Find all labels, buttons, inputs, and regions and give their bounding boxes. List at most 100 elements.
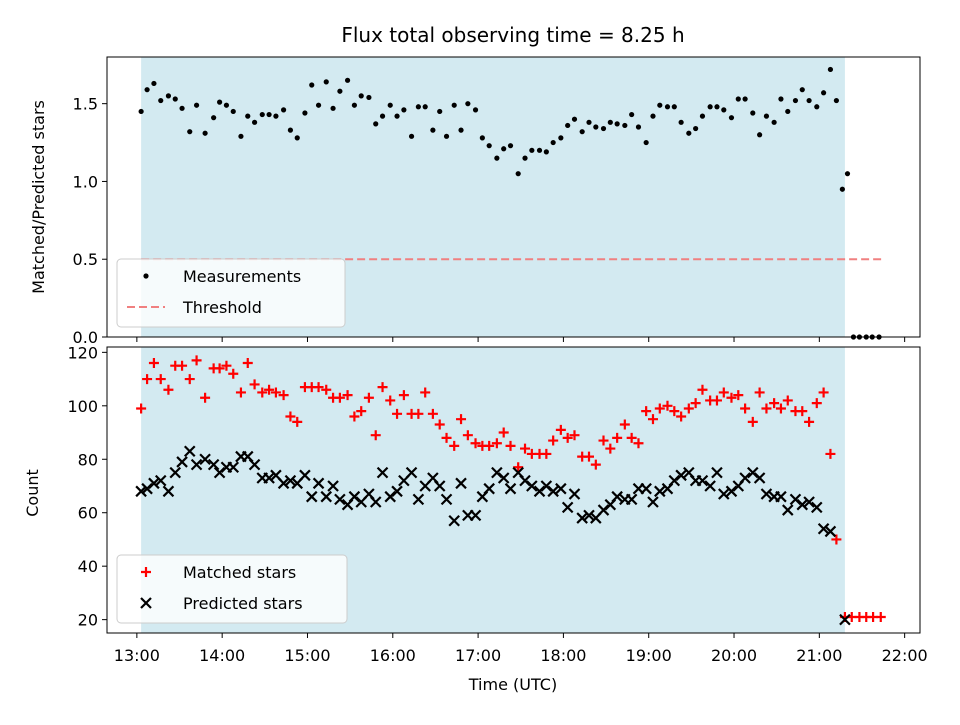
x-tick-label: 15:00 <box>284 646 330 665</box>
data-point <box>179 105 185 111</box>
data-point <box>728 115 735 121</box>
data-point <box>676 411 687 422</box>
data-point <box>486 143 492 149</box>
data-point <box>356 406 367 417</box>
data-point <box>437 108 443 115</box>
x-tick-label: 21:00 <box>796 646 842 665</box>
data-point <box>678 119 684 125</box>
data-point <box>184 374 195 385</box>
data-point <box>449 440 460 451</box>
data-point <box>824 525 837 538</box>
data-point <box>158 97 164 104</box>
legend-marker <box>140 597 152 609</box>
data-point <box>462 430 473 441</box>
y-tick-label: 40 <box>78 557 98 576</box>
data-point <box>683 403 694 414</box>
data-point <box>440 493 453 506</box>
data-point <box>671 104 677 110</box>
data-point <box>526 480 538 492</box>
data-point <box>598 435 609 446</box>
y-tick-label: 60 <box>78 504 98 523</box>
data-point <box>742 96 748 102</box>
data-point <box>211 115 217 121</box>
data-point <box>202 130 208 136</box>
data-point <box>714 104 720 110</box>
data-point <box>781 504 794 516</box>
data-point <box>230 108 236 115</box>
data-point <box>839 613 851 626</box>
data-point <box>785 108 791 115</box>
data-point <box>612 432 623 443</box>
data-point <box>718 488 730 500</box>
data-point <box>430 127 436 133</box>
data-point <box>151 80 157 87</box>
data-point <box>718 387 729 398</box>
data-point <box>162 485 175 498</box>
data-point <box>501 146 507 152</box>
data-point <box>302 110 308 116</box>
x-tick-label: 19:00 <box>626 646 672 665</box>
data-point <box>472 107 479 113</box>
data-point <box>285 411 296 422</box>
data-point <box>505 440 516 451</box>
data-point <box>821 90 827 96</box>
data-point <box>443 133 450 139</box>
data-point <box>605 443 616 454</box>
data-point <box>739 472 751 484</box>
data-point <box>138 108 144 115</box>
data-point <box>165 93 172 99</box>
data-point <box>190 458 203 471</box>
data-point <box>280 107 287 113</box>
data-point <box>650 113 656 119</box>
data-point <box>541 448 552 459</box>
data-point <box>223 102 230 108</box>
legend-marker <box>143 273 149 279</box>
data-point <box>875 611 886 622</box>
data-point <box>408 133 415 139</box>
data-point <box>491 438 502 449</box>
data-point <box>394 113 400 119</box>
data-point <box>349 411 360 422</box>
data-point <box>191 355 202 366</box>
legend-entry-label: Threshold <box>182 298 262 317</box>
x-tick-label: 16:00 <box>370 646 416 665</box>
data-point <box>806 97 812 104</box>
data-point <box>833 97 839 104</box>
data-point <box>711 395 722 406</box>
data-point <box>214 363 225 374</box>
panel-ratio: 0.0 0.5 1.0 1.5 Measurements Threshold <box>73 56 921 347</box>
data-point <box>484 440 495 451</box>
panel-count: 13:00 14:00 15:00 16:00 17:00 18:00 19:00 20:00… <box>67 343 927 665</box>
data-point <box>811 398 822 409</box>
data-point <box>635 124 642 130</box>
data-point <box>733 390 744 401</box>
data-point <box>309 82 315 88</box>
y-tick-label: 1.5 <box>73 95 98 114</box>
data-point <box>278 390 289 401</box>
data-point <box>775 403 786 414</box>
data-point <box>257 387 268 398</box>
data-point <box>136 403 147 414</box>
data-point <box>207 458 220 471</box>
data-point <box>242 358 253 369</box>
chart-title: Flux total observing time = 8.25 h <box>341 23 684 47</box>
series-predicted-stars <box>135 445 851 626</box>
legend-entry-label: Matched stars <box>183 563 296 582</box>
data-point <box>799 87 805 93</box>
data-point <box>803 496 815 508</box>
data-point <box>327 480 339 492</box>
data-point <box>351 102 357 108</box>
data-point <box>176 456 188 468</box>
data-point <box>704 480 716 492</box>
data-point <box>520 443 531 454</box>
data-point <box>633 438 644 449</box>
data-point <box>376 466 389 479</box>
data-point <box>451 102 457 108</box>
x-tick-label: 14:00 <box>199 646 245 665</box>
data-point <box>248 458 261 471</box>
data-point <box>321 384 332 395</box>
legend-marker <box>141 567 151 577</box>
data-point <box>548 435 559 446</box>
data-point <box>664 104 671 110</box>
data-point <box>760 488 773 500</box>
